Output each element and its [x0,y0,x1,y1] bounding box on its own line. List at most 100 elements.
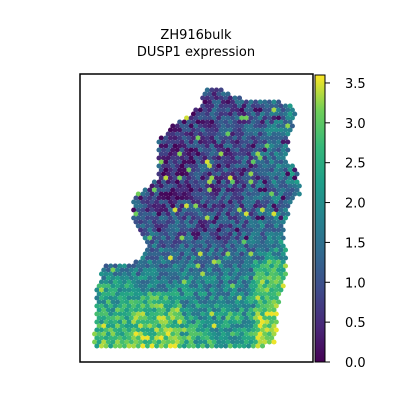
spot [202,315,208,321]
spot [276,187,282,193]
spot [211,115,217,121]
spot [239,251,245,257]
spot [200,135,206,141]
spot [220,251,226,257]
spot [243,251,249,257]
spot [241,175,247,181]
spot [172,223,178,229]
spot [200,143,206,149]
spot [147,243,153,249]
spot [287,119,293,125]
spot [209,143,215,149]
spot [236,103,243,109]
spot [287,199,293,205]
spot [285,203,291,209]
spot [211,339,217,345]
spot [276,131,282,137]
spot [257,307,263,313]
spot [223,199,229,205]
spot [181,191,187,197]
spot [177,295,183,301]
spot [158,231,164,237]
spot [264,199,270,205]
spot [269,239,275,245]
spot [147,235,153,241]
spot [264,159,270,165]
spot [213,343,220,349]
spot [227,295,233,301]
spot [161,331,167,337]
spot [197,107,203,113]
spot [262,179,268,185]
chart-title-line1: ZH916bulk [160,28,232,43]
spot [96,323,102,329]
spot [174,163,180,169]
spot [232,303,238,309]
spot [154,207,160,213]
spot [264,239,270,245]
spot [184,283,190,289]
spot [234,195,240,201]
spot [262,171,268,177]
spot [218,167,224,173]
spot [207,331,213,337]
spot [165,283,171,289]
spot [179,203,185,209]
spot [202,131,208,137]
spot [282,111,289,117]
spot [140,319,146,325]
spot [156,179,162,185]
spot [138,315,144,321]
spot [289,107,295,113]
spot [246,119,252,125]
spot [163,303,169,309]
spot [218,175,224,181]
spot [163,199,169,205]
spot [269,319,275,325]
spot [223,175,229,181]
spot [165,219,171,225]
spot [255,223,261,229]
spot [273,103,279,109]
spot [232,247,238,253]
spot [165,147,171,153]
spot [236,255,243,261]
spot [211,251,217,257]
spot [243,267,249,273]
spot [220,243,226,249]
spot [241,327,247,333]
spot [184,211,190,217]
spot [246,207,252,213]
spot [133,267,139,273]
spot [280,131,286,137]
spot [259,127,266,133]
spot [255,135,261,141]
spot [218,207,224,213]
spot [262,195,268,201]
spot [144,271,151,277]
spot [273,127,279,133]
spot [193,107,199,113]
spot [188,243,194,249]
spot [170,235,176,241]
spot [248,299,254,305]
spot [239,123,245,129]
spot [257,171,263,177]
spot [154,287,160,293]
spot [223,255,229,261]
spot [269,199,275,205]
spot [227,255,233,261]
spot [200,167,206,173]
spot [184,115,190,121]
spot [209,159,215,165]
spot [177,191,183,197]
spot [207,315,213,321]
spot [287,183,293,189]
spot [177,343,183,349]
spot [193,235,199,241]
spot [110,275,116,281]
spot [170,179,176,185]
spot [246,231,252,237]
spot [144,215,151,221]
spot [200,311,206,317]
